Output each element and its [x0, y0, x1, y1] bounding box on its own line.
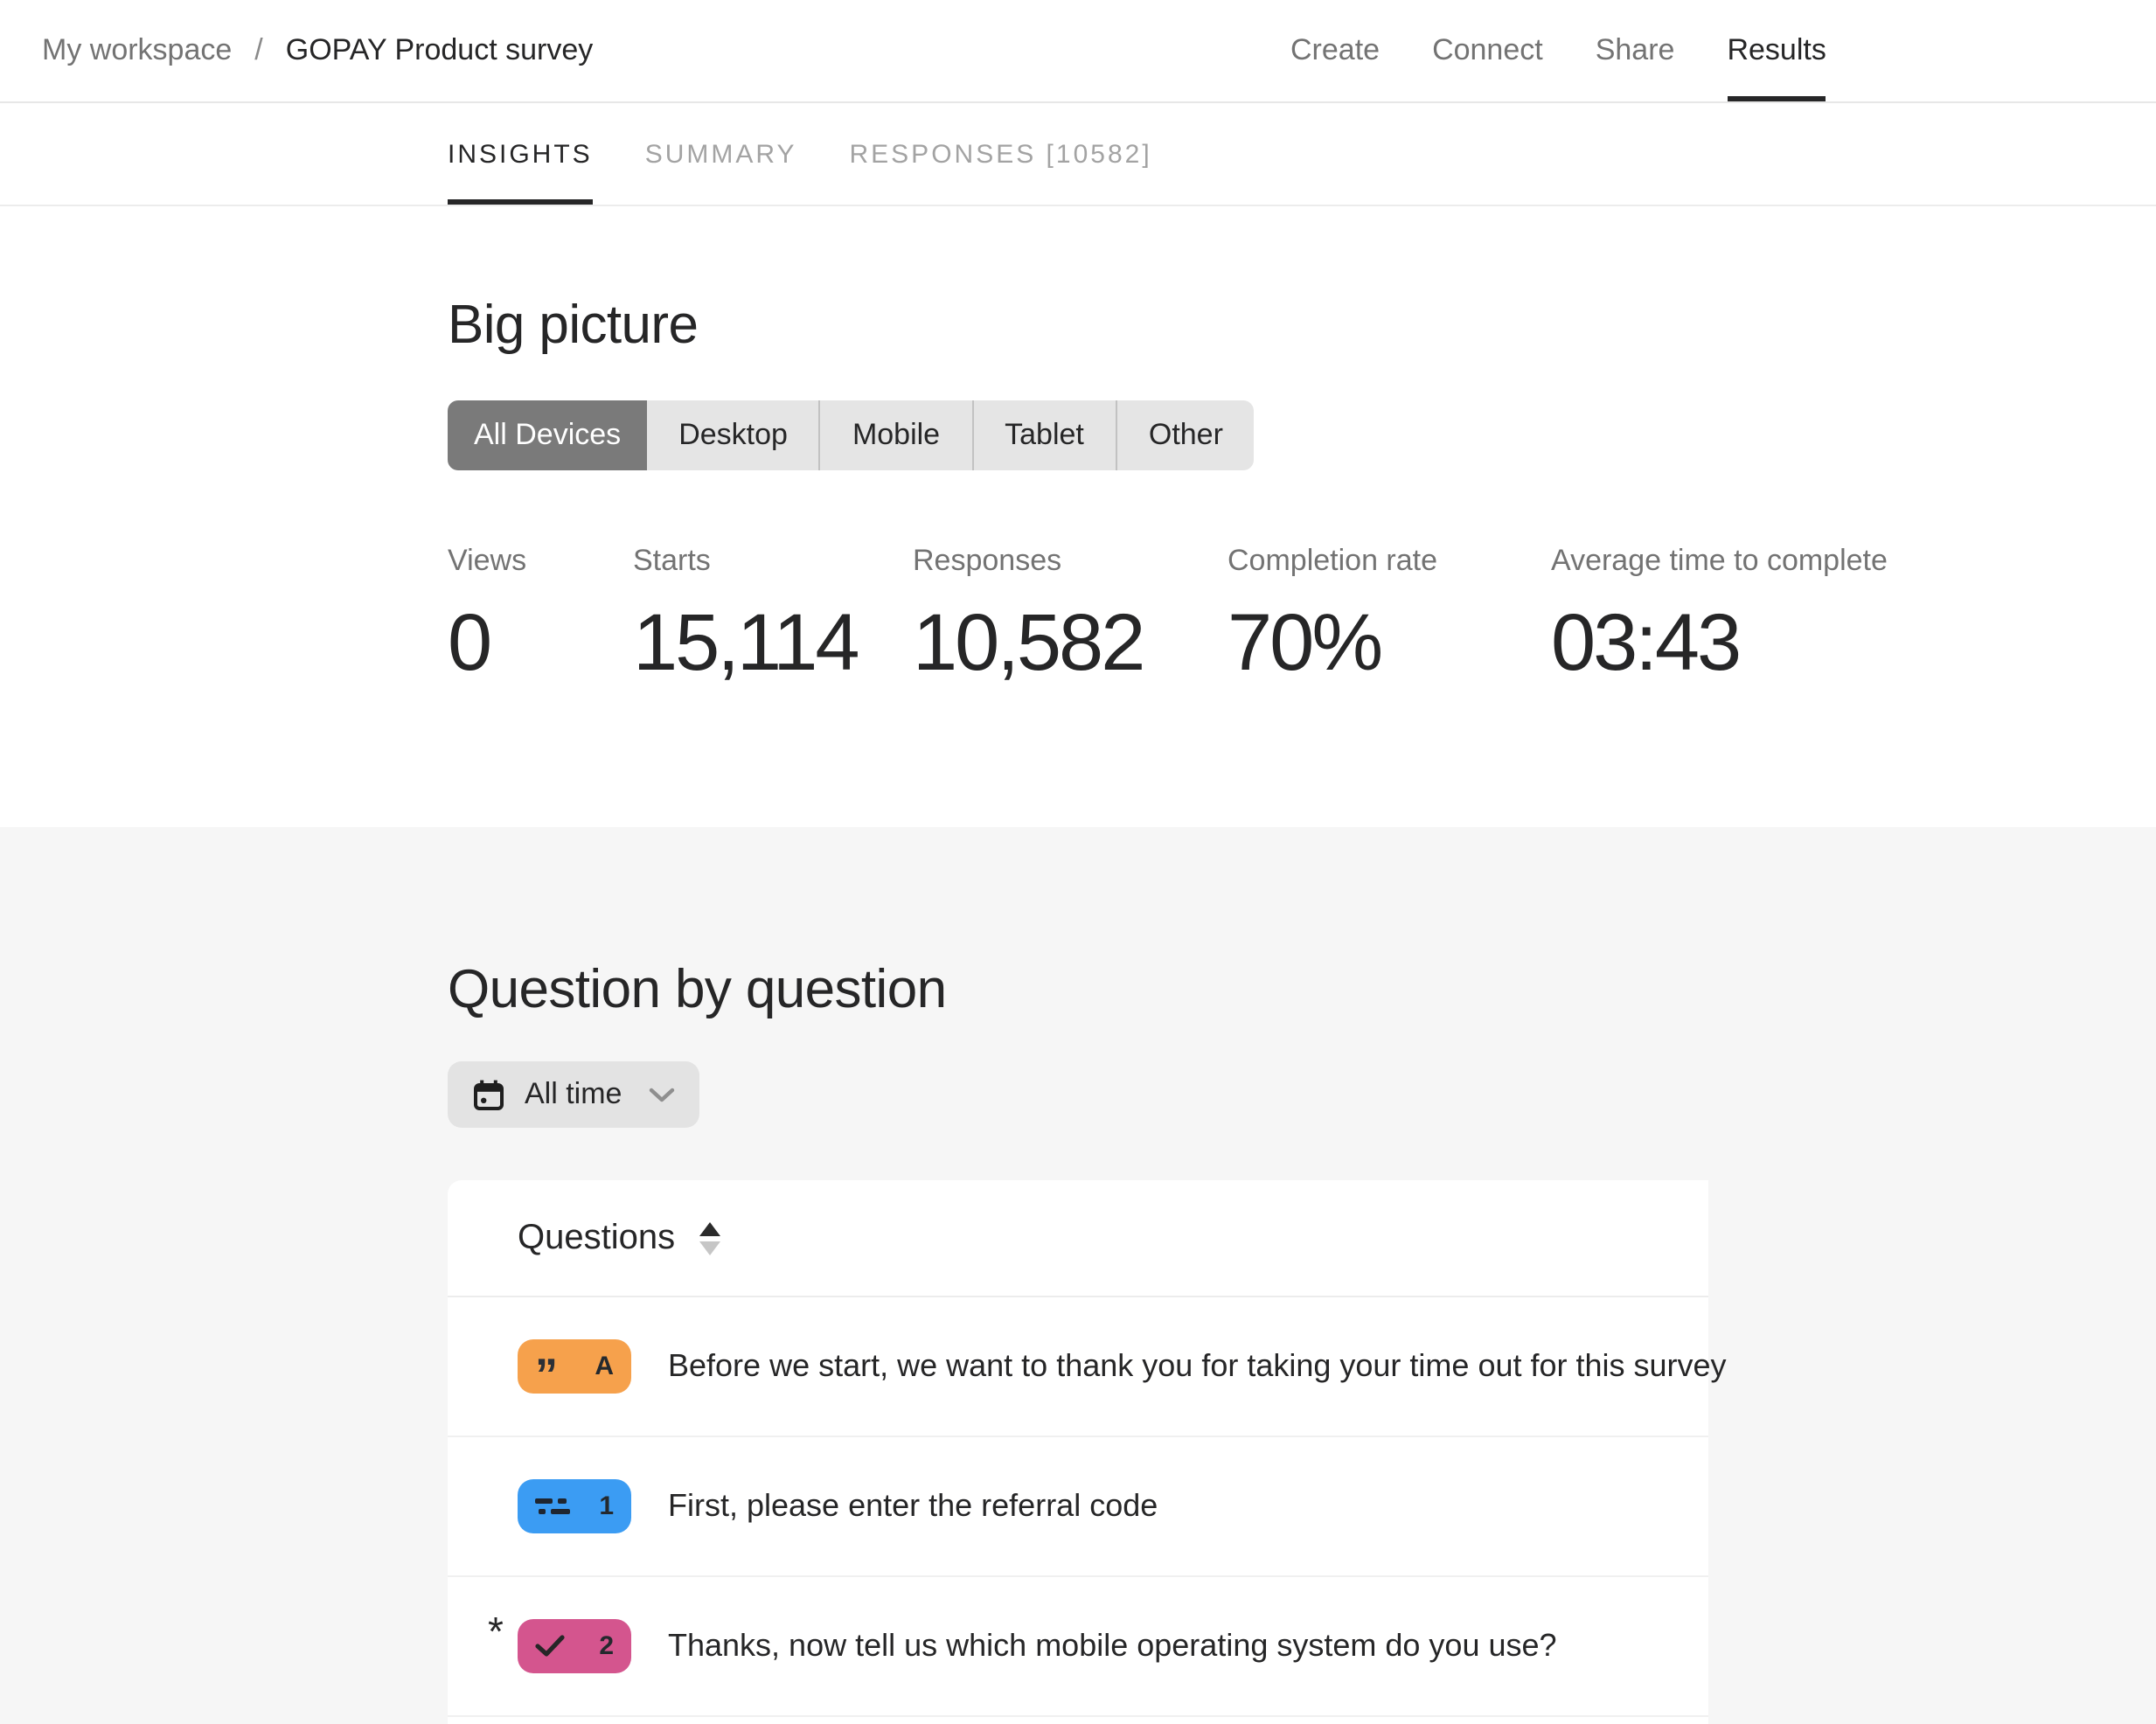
question-row[interactable]: 1 First, please enter the referral code: [448, 1437, 1708, 1577]
stat-starts: Starts 15,114: [633, 544, 913, 689]
question-by-question-title: Question by question: [448, 958, 947, 1019]
short-text-icon: [535, 1498, 570, 1514]
required-marker: *: [488, 1609, 504, 1654]
checkmark-icon: [535, 1635, 565, 1658]
question-text: Before we start, we want to thank you fo…: [668, 1348, 1727, 1383]
top-nav: Create Connect Share Results: [1290, 0, 1826, 101]
breadcrumb-workspace[interactable]: My workspace: [42, 33, 233, 66]
quote-icon: ”: [535, 1347, 558, 1400]
question-text: First, please enter the referral code: [668, 1488, 1158, 1523]
device-filter-option-all-devices[interactable]: All Devices: [448, 400, 648, 470]
nav-create[interactable]: Create: [1290, 33, 1381, 66]
calendar-icon: [472, 1078, 505, 1111]
sort-descending-icon: [699, 1241, 721, 1255]
time-filter-dropdown[interactable]: All time: [448, 1061, 699, 1128]
results-tabs-bar: INSIGHTS SUMMARY RESPONSES [10582]: [0, 103, 2156, 206]
question-row[interactable]: ” A Before we start, we want to thank you …: [448, 1297, 1727, 1437]
question-badge-wrap: * 2: [488, 1611, 631, 1673]
nav-results[interactable]: Results: [1727, 0, 1826, 101]
device-filter-option-mobile[interactable]: Mobile: [818, 400, 972, 470]
big-picture-section: Big picture All Devices Desktop Mobile Tabl…: [0, 206, 2156, 827]
device-filter-option-other[interactable]: Other: [1115, 400, 1255, 470]
stat-label: Average time to complete: [1551, 544, 1888, 577]
breadcrumb: My workspace / GOPAY Product survey: [42, 0, 593, 101]
device-filter: All Devices Desktop Mobile Tablet Other: [448, 400, 1255, 470]
question-badge-label: 1: [599, 1491, 614, 1521]
stat-label: Responses: [913, 544, 1062, 577]
breadcrumb-survey-title: GOPAY Product survey: [285, 33, 594, 66]
stat-label: Completion rate: [1228, 544, 1438, 577]
nav-connect[interactable]: Connect: [1432, 33, 1543, 66]
question-badge-wrap: 1: [518, 1479, 631, 1533]
question-row[interactable]: * 2 Thanks, now tell us which mobile opera…: [448, 1577, 1708, 1717]
stat-label: Starts: [633, 544, 711, 577]
stat-completion-rate: Completion rate 70%: [1228, 544, 1551, 689]
question-type-badge: 1: [518, 1479, 631, 1533]
stat-value: 15,114: [633, 596, 860, 687]
stat-value: 0: [448, 596, 492, 687]
sort-arrows-icon[interactable]: [692, 1214, 727, 1262]
device-filter-option-tablet[interactable]: Tablet: [971, 400, 1116, 470]
question-badge-label: 2: [599, 1631, 614, 1661]
stat-views: Views 0: [448, 544, 633, 689]
stats-row: Views 0 Starts 15,114 Responses 10,582 Complet…: [448, 544, 2156, 689]
tab-responses-10582[interactable]: RESPONSES [10582]: [849, 139, 1152, 169]
tab-insights[interactable]: INSIGHTS: [448, 103, 593, 205]
time-filter-label: All time: [525, 1077, 622, 1110]
questions-column-header: Questions: [518, 1218, 676, 1256]
question-badge-label: A: [595, 1352, 614, 1381]
breadcrumb-separator: /: [254, 33, 263, 66]
questions-table-body: ” A Before we start, we want to thank you …: [448, 1297, 1727, 1717]
question-badge-wrap: ” A: [518, 1339, 631, 1400]
sort-ascending-icon: [699, 1221, 721, 1235]
questions-table-header: Questions: [448, 1180, 1708, 1297]
tab-summary[interactable]: SUMMARY: [644, 139, 797, 169]
question-text: Thanks, now tell us which mobile operati…: [668, 1628, 1557, 1663]
question-type-badge: 2: [518, 1619, 631, 1673]
nav-share[interactable]: Share: [1595, 33, 1675, 66]
stat-average-time-to-complete: Average time to complete 03:43: [1551, 544, 1888, 689]
question-type-badge: ” A: [518, 1339, 631, 1400]
top-bar: My workspace / GOPAY Product survey Crea…: [0, 0, 2156, 103]
chevron-down-icon: [649, 1087, 675, 1102]
stat-label: Views: [448, 544, 527, 577]
stat-value: 10,582: [913, 596, 1145, 687]
question-by-question-section: Question by question All time Qu: [0, 827, 2156, 1724]
stat-value: 03:43: [1551, 596, 1742, 687]
stat-value: 70%: [1228, 596, 1383, 687]
questions-table-card: Questions ” A Before we start, we want to …: [448, 1180, 1727, 1724]
stat-responses: Responses 10,582: [913, 544, 1228, 689]
device-filter-option-desktop[interactable]: Desktop: [647, 400, 819, 470]
big-picture-title: Big picture: [448, 294, 699, 355]
